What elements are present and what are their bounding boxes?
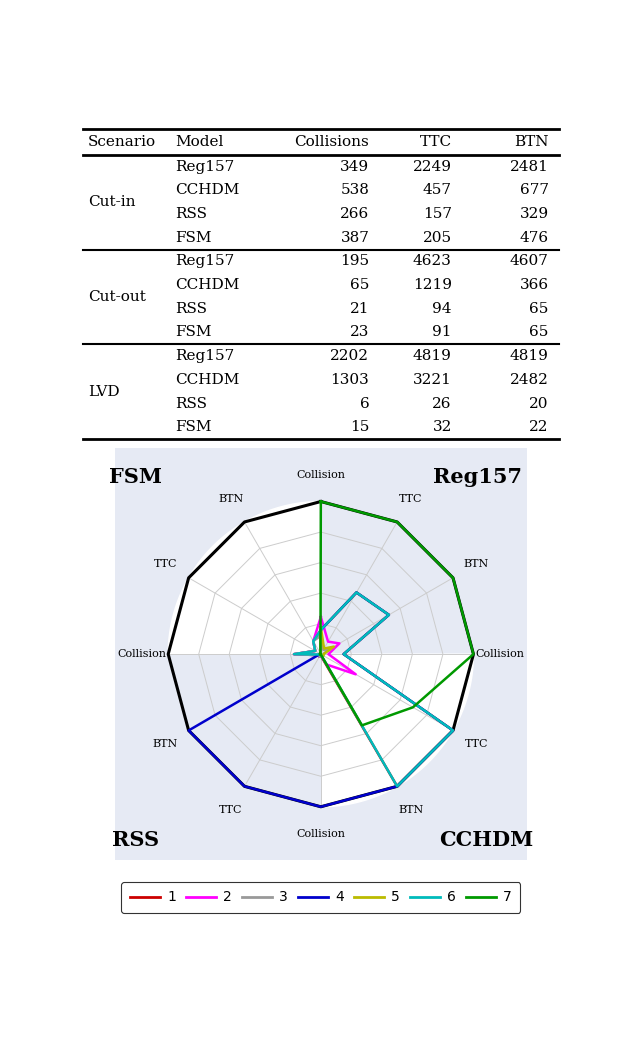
Text: 65: 65 <box>530 302 549 315</box>
Text: 4623: 4623 <box>413 255 452 268</box>
Text: Reg157: Reg157 <box>433 467 522 487</box>
Text: 2202: 2202 <box>331 349 369 363</box>
Text: 538: 538 <box>341 184 369 197</box>
Text: FSM: FSM <box>175 231 212 244</box>
Text: 4819: 4819 <box>413 349 452 363</box>
Text: TTC: TTC <box>464 739 488 749</box>
Text: 476: 476 <box>520 231 549 244</box>
Text: 2482: 2482 <box>510 373 549 387</box>
Text: Cut-out: Cut-out <box>88 290 146 304</box>
Text: 1219: 1219 <box>413 278 452 292</box>
Text: FSM: FSM <box>175 420 212 434</box>
Polygon shape <box>321 655 473 807</box>
Text: 1303: 1303 <box>331 373 369 387</box>
Text: 457: 457 <box>423 184 452 197</box>
Polygon shape <box>321 501 473 655</box>
Text: BTN: BTN <box>153 739 178 749</box>
Text: 195: 195 <box>340 255 369 268</box>
Text: 205: 205 <box>423 231 452 244</box>
Text: 65: 65 <box>530 326 549 339</box>
Text: Reg157: Reg157 <box>175 160 235 173</box>
Text: 677: 677 <box>520 184 549 197</box>
Text: CCHDM: CCHDM <box>175 278 240 292</box>
Text: 329: 329 <box>520 207 549 221</box>
Text: TTC: TTC <box>219 805 243 814</box>
Text: RSS: RSS <box>175 397 207 410</box>
Text: 22: 22 <box>530 420 549 434</box>
Text: 21: 21 <box>350 302 369 315</box>
Text: RSS: RSS <box>111 830 159 850</box>
Text: RSS: RSS <box>175 207 207 221</box>
Text: Reg157: Reg157 <box>175 255 235 268</box>
Text: 91: 91 <box>433 326 452 339</box>
Polygon shape <box>168 655 321 807</box>
Text: 23: 23 <box>350 326 369 339</box>
Text: CCHDM: CCHDM <box>175 373 240 387</box>
Text: Collision: Collision <box>296 829 346 838</box>
Text: CCHDM: CCHDM <box>439 830 533 850</box>
Text: 6: 6 <box>359 397 369 410</box>
Text: 20: 20 <box>530 397 549 410</box>
Text: 65: 65 <box>350 278 369 292</box>
Text: 94: 94 <box>433 302 452 315</box>
Text: 2481: 2481 <box>510 160 549 173</box>
Text: Cut-in: Cut-in <box>88 195 135 209</box>
Text: 349: 349 <box>340 160 369 173</box>
Text: Collision: Collision <box>296 470 346 479</box>
Text: 4819: 4819 <box>510 349 549 363</box>
Polygon shape <box>168 501 321 655</box>
Text: 387: 387 <box>341 231 369 244</box>
Text: FSM: FSM <box>109 467 162 487</box>
Text: FSM: FSM <box>175 326 212 339</box>
Text: RSS: RSS <box>175 302 207 315</box>
Text: 32: 32 <box>433 420 452 434</box>
Text: Model: Model <box>175 135 223 149</box>
Text: BTN: BTN <box>464 560 489 569</box>
Text: Collisions: Collisions <box>295 135 369 149</box>
Text: 157: 157 <box>423 207 452 221</box>
Text: BTN: BTN <box>218 494 244 504</box>
Text: TTC: TTC <box>419 135 452 149</box>
Text: 15: 15 <box>350 420 369 434</box>
Text: 2249: 2249 <box>413 160 452 173</box>
Text: Scenario: Scenario <box>88 135 156 149</box>
Text: Collision: Collision <box>476 649 525 659</box>
Text: 4607: 4607 <box>510 255 549 268</box>
Legend: 1, 2, 3, 4, 5, 6, 7: 1, 2, 3, 4, 5, 6, 7 <box>121 882 520 912</box>
Text: 3221: 3221 <box>413 373 452 387</box>
Text: LVD: LVD <box>88 384 120 399</box>
Text: BTN: BTN <box>515 135 549 149</box>
Text: CCHDM: CCHDM <box>175 184 240 197</box>
Text: TTC: TTC <box>399 494 423 504</box>
Text: Reg157: Reg157 <box>175 349 235 363</box>
Text: Collision: Collision <box>117 649 166 659</box>
Text: BTN: BTN <box>398 805 423 814</box>
Text: 266: 266 <box>340 207 369 221</box>
Text: 26: 26 <box>433 397 452 410</box>
Text: 366: 366 <box>520 278 549 292</box>
Text: TTC: TTC <box>153 560 177 569</box>
